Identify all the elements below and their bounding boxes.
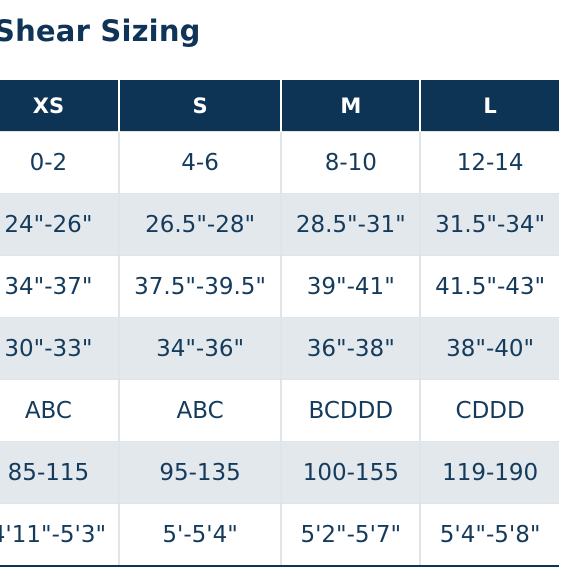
table-cell: 4'11"-5'3" [0, 503, 119, 567]
table-cell: ABC [117, 379, 282, 442]
table-cell: 5'-5'4" [117, 503, 282, 567]
table-cell: 5'4"-5'8" [419, 503, 559, 567]
table-row: 30"-33" 34"-36" 36"-38" 38"-40" [0, 317, 559, 380]
table-cell: 34"-37" [0, 255, 119, 318]
table-row: 85-115 95-135 100-155 119-190 [0, 441, 559, 504]
table-cell: 119-190 [419, 441, 559, 504]
table-cell: 100-155 [280, 441, 421, 504]
table-cell: ABC [0, 379, 119, 442]
table-row: 4'11"-5'3" 5'-5'4" 5'2"-5'7" 5'4"-5'8" [0, 503, 559, 567]
table-cell: 4-6 [117, 131, 282, 194]
title: Shear Sizing [0, 14, 201, 48]
table-cell: BCDDD [280, 379, 421, 442]
table-cell: 36"-38" [280, 317, 421, 380]
header-cell: M [280, 80, 421, 132]
table-cell: 38"-40" [419, 317, 559, 380]
table-cell: 31.5"-34" [419, 193, 559, 256]
table-cell: 30"-33" [0, 317, 119, 380]
table-row: 34"-37" 37.5"-39.5" 39"-41" 41.5"-43" [0, 255, 559, 318]
table-cell: 39"-41" [280, 255, 421, 318]
table-cell: 85-115 [0, 441, 119, 504]
table-cell: 41.5"-43" [419, 255, 559, 318]
header-cell: XS [0, 80, 119, 132]
table-cell: 37.5"-39.5" [117, 255, 282, 318]
table-row: ABC ABC BCDDD CDDD [0, 379, 559, 442]
table-cell: 28.5"-31" [280, 193, 421, 256]
header-cell: S [117, 80, 282, 132]
table-cell: 26.5"-28" [117, 193, 282, 256]
table-cell: 12-14 [419, 131, 559, 194]
header-cell: L [419, 80, 559, 132]
table-row: 0-2 4-6 8-10 12-14 [0, 131, 559, 194]
table-cell: 95-135 [117, 441, 282, 504]
table-row: 24"-26" 26.5"-28" 28.5"-31" 31.5"-34" [0, 193, 559, 256]
table-cell: CDDD [419, 379, 559, 442]
size-table: XS S M L 0-2 4-6 8-10 12-14 24"-26" 26.5"-28" 28.… [0, 80, 559, 567]
table-body: 0-2 4-6 8-10 12-14 24"-26" 26.5"-28" 28.5"-31"… [0, 131, 559, 567]
table-cell: 24"-26" [0, 193, 119, 256]
header-row: XS S M L [0, 80, 559, 132]
table-cell: 0-2 [0, 131, 119, 194]
table-cell: 8-10 [280, 131, 421, 194]
table-cell: 34"-36" [117, 317, 282, 380]
table-cell: 5'2"-5'7" [280, 503, 421, 567]
